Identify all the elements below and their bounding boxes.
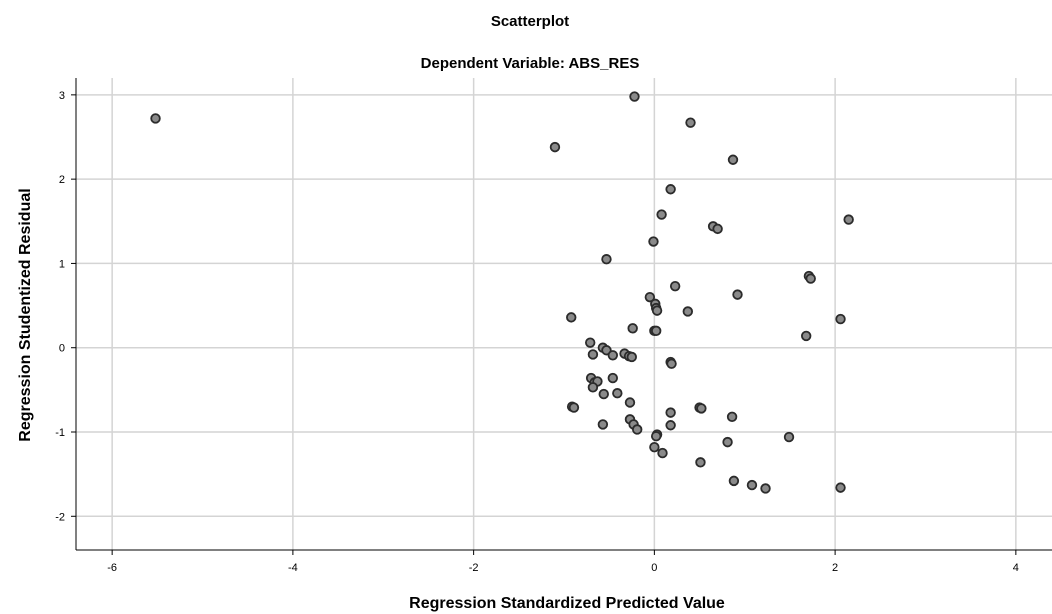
x-tick-label: -6 (107, 562, 117, 574)
scatter-point (632, 424, 643, 435)
data-points (150, 91, 854, 494)
scatter-point (783, 431, 795, 443)
scatter-point (629, 91, 640, 102)
scatter-point (728, 475, 740, 487)
scatter-point (597, 419, 609, 430)
scatter-point (722, 436, 733, 448)
scatter-point (607, 372, 619, 384)
scatter-point (695, 457, 706, 468)
x-tick-label: -4 (288, 562, 298, 574)
tick-labels: -6 -4 -2 0 2 4 -2 -1 0 1 2 3 (55, 90, 1019, 574)
x-axis-label: Regression Standardized Predicted Value (409, 595, 725, 612)
scatter-point (150, 113, 161, 124)
chart-subtitle: Dependent Variable: ABS_RES (421, 55, 640, 72)
scatter-point (746, 479, 758, 491)
scatter-point (726, 411, 738, 423)
y-axis-label: Regression Studentized Residual (17, 188, 34, 441)
scatter-point (835, 482, 846, 493)
scatter-point (648, 236, 659, 247)
scatter-point (649, 441, 660, 453)
scatter-point (656, 209, 667, 220)
scatter-point (682, 306, 694, 317)
y-tick-label: 1 (59, 258, 65, 270)
scatter-point (760, 483, 771, 494)
scatter-point (800, 330, 812, 342)
scatter-point (624, 397, 636, 408)
scatter-point (601, 254, 612, 265)
scatter-point (644, 291, 656, 303)
scatter-point (650, 325, 662, 337)
scatter-point (612, 388, 623, 399)
scatter-point (568, 402, 580, 413)
scatter-point (665, 420, 676, 431)
scatter-point (843, 214, 854, 225)
scatter-point (696, 403, 707, 414)
scatter-point (685, 117, 696, 128)
scatter-point (549, 141, 561, 153)
scatter-point (665, 407, 676, 418)
scatter-point (805, 273, 816, 284)
scatter-point (665, 184, 676, 195)
scatter-point (607, 350, 619, 361)
y-tick-label: -2 (55, 511, 65, 523)
scatter-point (587, 382, 599, 393)
scatter-point (712, 223, 723, 235)
scatter-point (666, 358, 677, 369)
y-tick-label: 0 (59, 343, 65, 355)
scatter-point (732, 289, 743, 300)
scatter-point (650, 431, 662, 442)
scatter-point (651, 305, 663, 316)
scatter-point (727, 154, 739, 165)
grid-lines (76, 78, 1052, 550)
scatter-point (627, 323, 638, 334)
scatter-point (585, 337, 596, 348)
chart-title: Scatterplot (491, 13, 569, 30)
x-tick-label: -2 (469, 562, 479, 574)
scatter-point (626, 351, 637, 363)
x-tick-label: 0 (651, 562, 657, 574)
y-tick-label: -1 (55, 427, 65, 439)
axes (71, 78, 1052, 555)
scatter-point (669, 280, 681, 292)
scatter-point (598, 388, 609, 400)
scatter-point (587, 349, 599, 360)
scatter-point (657, 447, 668, 459)
scatter-point (566, 312, 577, 323)
x-tick-label: 2 (832, 562, 838, 574)
x-tick-label: 4 (1013, 562, 1019, 574)
y-tick-label: 2 (59, 174, 65, 186)
y-tick-label: 3 (59, 90, 65, 102)
scatter-point (835, 313, 846, 325)
